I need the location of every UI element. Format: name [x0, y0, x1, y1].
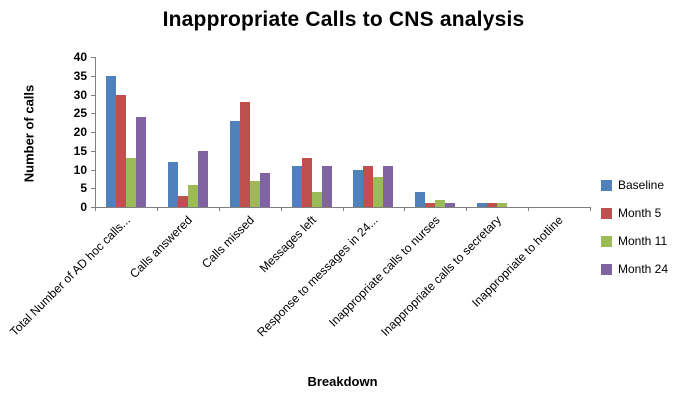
legend-swatch	[601, 235, 612, 247]
chart-title: Inappropriate Calls to CNS analysis	[162, 8, 525, 31]
bar-baseline	[477, 203, 488, 207]
bar-baseline	[415, 192, 426, 207]
bar-month-24	[197, 150, 208, 207]
legend-swatch	[601, 263, 612, 275]
legend-item: Month 24	[601, 262, 668, 276]
y-tick-mark	[91, 150, 95, 152]
x-tick-mark	[466, 207, 468, 211]
bar-month-24	[383, 165, 394, 207]
x-tick-mark	[404, 207, 406, 211]
x-axis-label: Messages left	[256, 213, 319, 276]
legend-swatch	[601, 207, 612, 219]
bar-month-5	[301, 158, 312, 207]
y-tick-label: 10	[73, 162, 87, 177]
x-axis-title: Breakdown	[307, 374, 378, 389]
legend-label: Month 24	[618, 262, 669, 276]
bar-month-11	[497, 203, 508, 207]
bar-month-24	[445, 203, 456, 207]
y-tick-mark	[91, 169, 95, 171]
bar-month-11	[435, 199, 446, 207]
x-tick-mark	[342, 207, 344, 211]
x-tick-mark	[156, 207, 158, 211]
x-axis-label: Inappropriate calls to nurses	[325, 213, 443, 330]
legend-label: Baseline	[618, 178, 665, 192]
y-axis-line	[95, 57, 96, 208]
bar-month-5	[177, 195, 188, 207]
bar-month-5	[487, 203, 498, 207]
x-axis-label: Calls answered	[126, 213, 195, 281]
bar-month-24	[321, 165, 332, 207]
bar-baseline	[229, 120, 240, 207]
bar-month-5	[239, 102, 250, 207]
x-axis-label: Inappropriate calls to secretary	[378, 213, 505, 339]
y-tick-label: 35	[73, 68, 87, 83]
x-tick-mark	[528, 207, 530, 211]
bar-month-24	[259, 173, 270, 207]
x-axis-label: Calls missed	[198, 213, 257, 271]
legend-swatch	[601, 179, 612, 191]
legend-item: Month 11	[601, 234, 668, 248]
bar-month-11	[311, 192, 322, 207]
x-tick-mark	[280, 207, 282, 211]
x-tick-mark	[95, 207, 96, 211]
y-tick-mark	[91, 113, 95, 115]
bar-month-11	[187, 184, 198, 207]
bar-month-11	[125, 158, 136, 207]
y-tick-mark	[91, 75, 95, 77]
bar-month-5	[425, 203, 436, 207]
legend-item: Month 5	[601, 206, 668, 220]
bar-month-5	[115, 94, 126, 207]
y-axis-title: Number of calls	[21, 84, 37, 183]
bar-month-11	[373, 177, 384, 207]
y-tick-label: 5	[80, 181, 87, 196]
bar-month-11	[249, 180, 260, 207]
x-tick-mark	[590, 207, 591, 211]
bar-baseline	[105, 75, 116, 207]
bar-month-24	[135, 117, 146, 207]
y-tick-label: 40	[73, 50, 87, 64]
legend-label: Month 5	[618, 206, 662, 220]
y-tick-mark	[91, 188, 95, 190]
legend: Baseline Month 5 Month 11 Month 24	[601, 178, 668, 290]
y-tick-mark	[91, 207, 95, 208]
y-tick-label: 20	[73, 125, 87, 139]
y-tick-label: 0	[80, 200, 87, 214]
y-tick-label: 25	[73, 106, 87, 121]
bar-baseline	[167, 162, 178, 207]
y-tick-label: 15	[73, 143, 87, 158]
x-axis-label: Response to messages in 24...	[253, 213, 381, 340]
x-axis-label: Total Number of AD hoc calls...	[6, 213, 133, 339]
y-tick-label: 30	[73, 87, 87, 102]
y-tick-mark	[91, 94, 95, 96]
legend-item: Baseline	[601, 178, 668, 192]
y-tick-mark	[91, 57, 95, 58]
bar-month-5	[363, 165, 374, 207]
legend-label: Month 11	[618, 234, 668, 248]
bar-baseline	[291, 165, 302, 207]
x-tick-mark	[218, 207, 220, 211]
y-tick-mark	[91, 132, 95, 133]
bar-baseline	[353, 169, 364, 207]
